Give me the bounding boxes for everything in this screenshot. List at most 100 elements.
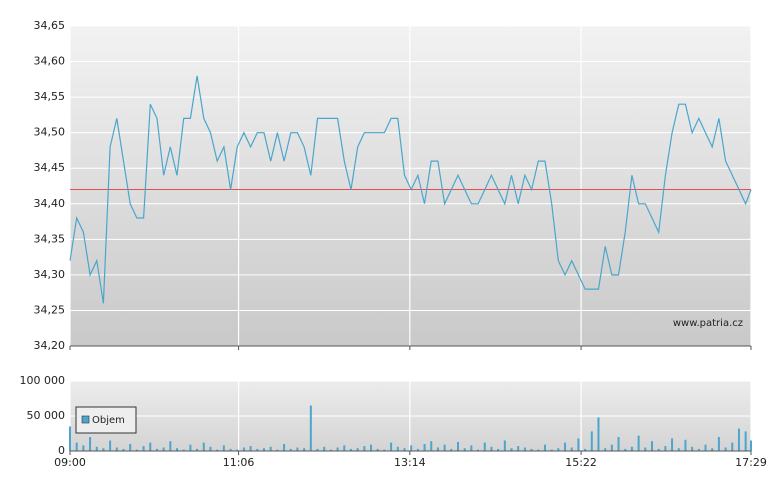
volume-bar	[155, 448, 158, 451]
volume-bar	[456, 441, 459, 451]
volume-bar	[497, 448, 500, 451]
volume-bar	[470, 445, 473, 451]
y-tick-label: 34,30	[34, 268, 66, 281]
x-tick-label: 11:06	[223, 456, 255, 469]
volume-bar	[276, 449, 279, 451]
volume-bar	[450, 448, 453, 451]
volume-bar	[296, 447, 299, 451]
x-tick-label: 17:29	[735, 456, 767, 469]
volume-bar	[650, 441, 653, 451]
volume-bar	[115, 447, 118, 451]
volume-bar	[209, 446, 212, 451]
volume-bar	[122, 448, 125, 451]
volume-bar	[82, 445, 85, 451]
volume-bar	[443, 444, 446, 451]
y-tick-label: 34,25	[34, 303, 66, 316]
volume-bar	[664, 446, 667, 451]
y-tick-label: 34,45	[34, 161, 66, 174]
volume-bar	[550, 449, 553, 451]
x-tick-label: 13:14	[394, 456, 426, 469]
volume-bar	[396, 446, 399, 451]
volume-bar	[684, 439, 687, 451]
volume-bar	[403, 448, 406, 451]
volume-bar	[323, 446, 326, 451]
y-tick-label: 34,40	[34, 197, 66, 210]
volume-bar	[336, 447, 339, 451]
volume-bar	[657, 448, 660, 451]
volume-bar	[517, 446, 520, 451]
volume-bar	[564, 442, 567, 451]
volume-bar	[75, 442, 78, 451]
volume-bar	[724, 447, 727, 451]
volume-bar	[89, 437, 92, 451]
watermark: www.patria.cz	[673, 318, 743, 329]
volume-bar	[537, 449, 540, 451]
volume-bar	[704, 444, 707, 451]
volume-bar	[477, 449, 480, 451]
volume-bar	[483, 442, 486, 451]
y-tick-label: 50 000	[27, 409, 66, 422]
volume-bar	[644, 447, 647, 451]
volume-bar	[577, 438, 580, 451]
volume-bar	[262, 448, 265, 451]
volume-bar	[570, 447, 573, 451]
volume-bar	[590, 431, 593, 451]
legend: Objem	[75, 406, 137, 434]
volume-bar	[750, 440, 752, 451]
legend-swatch	[81, 415, 90, 424]
volume-bar	[737, 428, 740, 451]
y-tick-label: 34,65	[34, 19, 66, 32]
y-tick-label: 34,50	[34, 126, 66, 139]
volume-bar	[149, 442, 152, 451]
volume-bar	[329, 449, 332, 451]
volume-bar	[630, 446, 633, 451]
y-tick-label: 34,35	[34, 232, 66, 245]
layer: 34,20 34,25 34,30 34,35 34,40 34,45 34,50 34,55…	[20, 19, 767, 469]
volume-bar	[430, 441, 433, 451]
volume-bar	[604, 448, 607, 451]
volume-bar	[376, 448, 379, 451]
volume-bar	[731, 442, 734, 451]
volume-bar	[95, 446, 98, 451]
volume-bar	[423, 444, 426, 451]
volume-bar	[69, 426, 71, 451]
volume-bar	[129, 444, 132, 451]
x-tick-label: 15:22	[565, 456, 597, 469]
volume-bar	[510, 448, 513, 451]
volume-bar	[256, 448, 259, 451]
volume-bar	[109, 440, 112, 451]
volume-bar	[610, 444, 613, 451]
volume-bar	[671, 438, 674, 451]
volume-bar	[530, 448, 533, 451]
volume-bar	[597, 417, 600, 451]
volume-bar	[744, 431, 747, 451]
volume-bar	[343, 445, 346, 451]
volume-bar	[176, 448, 179, 451]
volume-bar	[503, 440, 506, 451]
volume-bar	[363, 446, 366, 451]
volume-bar	[436, 447, 439, 451]
volume-bar	[182, 449, 185, 451]
volume-bar	[349, 448, 352, 451]
y-tick-label: 34,60	[34, 55, 66, 68]
volume-bar	[222, 445, 225, 451]
volume-bar	[543, 444, 546, 451]
volume-bar	[162, 447, 165, 451]
volume-bar	[283, 444, 286, 451]
volume-bar	[142, 446, 145, 451]
volume-bar	[249, 446, 252, 451]
volume-bar	[303, 448, 306, 451]
volume-bar	[189, 444, 192, 451]
volume-bar	[711, 448, 714, 451]
volume-bar	[557, 448, 560, 451]
volume-bar	[102, 448, 105, 451]
volume-bar	[242, 447, 245, 451]
volume-bar	[196, 448, 199, 451]
volume-bar	[490, 446, 493, 451]
price-line	[69, 75, 752, 304]
volume-bar	[390, 442, 393, 451]
volume-bar	[416, 448, 419, 451]
volume-bar	[216, 449, 219, 451]
volume-bar	[617, 437, 620, 451]
